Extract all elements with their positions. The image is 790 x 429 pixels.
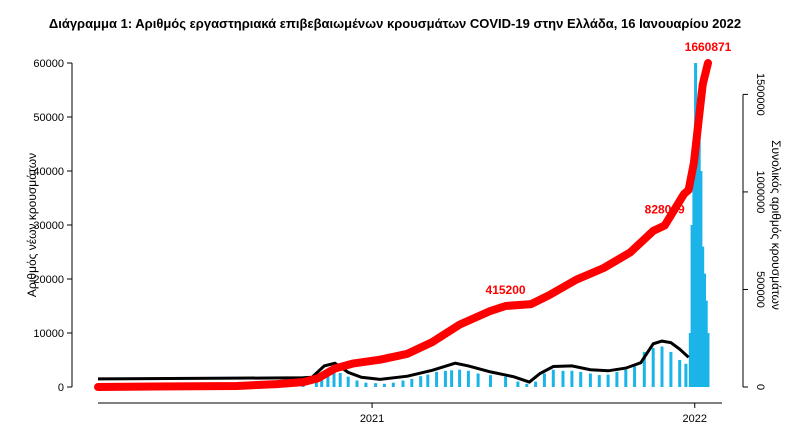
daily-cases-bar — [419, 376, 423, 387]
daily-cases-bar — [704, 300, 708, 387]
daily-cases-bar — [678, 360, 682, 387]
daily-cases-bar — [597, 375, 601, 387]
daily-cases-bar — [551, 369, 555, 387]
daily-cases-bar — [391, 382, 395, 387]
y-axis-label: Αριθμός νέων κρουσμάτων — [25, 153, 39, 297]
daily-cases-bar — [410, 378, 414, 387]
daily-cases-bar — [695, 117, 699, 387]
y-tick-label: 10000 — [33, 328, 64, 340]
daily-cases-bar — [401, 380, 405, 387]
daily-cases-bar — [606, 374, 610, 387]
daily-cases-bar — [642, 351, 646, 387]
daily-cases-bar — [458, 369, 462, 387]
y-tick-label: 30000 — [33, 220, 64, 232]
daily-cases-bar — [697, 133, 701, 387]
daily-cases-bar — [688, 333, 692, 387]
daily-cases-bars — [112, 63, 710, 387]
daily-cases-bar — [699, 171, 703, 387]
daily-cases-bar — [694, 63, 698, 387]
daily-cases-bar — [534, 381, 538, 387]
daily-cases-bar — [561, 370, 565, 387]
daily-cases-bar — [332, 369, 336, 387]
daily-cases-bar — [382, 383, 386, 387]
daily-cases-bar — [570, 370, 574, 387]
y2-tick-label: 1500000 — [754, 73, 766, 116]
daily-cases-bar — [476, 373, 480, 387]
daily-cases-bar — [443, 370, 447, 387]
y-tick-label: 20000 — [33, 274, 64, 286]
daily-cases-bar — [426, 374, 430, 387]
cumulative-value-label: 828009 — [645, 202, 685, 216]
daily-cases-bar — [374, 383, 378, 387]
daily-cases-bar — [504, 376, 508, 387]
daily-cases-bar — [450, 370, 454, 387]
cumulative-value-label: 1660871 — [685, 40, 732, 54]
y-tick-label: 0 — [58, 382, 64, 394]
y-tick-label: 40000 — [33, 166, 64, 178]
daily-cases-bar — [588, 373, 592, 387]
y2-axis-label: Συνολικός αριθμός κρουσμάτων — [769, 140, 783, 310]
daily-cases-bar — [701, 246, 705, 387]
daily-cases-bar — [489, 375, 492, 387]
daily-cases-bar — [651, 348, 655, 387]
annotations: 415200 828009 1660871 — [486, 40, 732, 297]
daily-cases-bar — [706, 333, 710, 387]
daily-cases-bar — [516, 381, 520, 387]
daily-cases-bar — [624, 369, 628, 387]
y-tick-label: 50000 — [33, 112, 64, 124]
cumulative-cases-path — [94, 59, 712, 391]
daily-cases-bar — [660, 346, 664, 387]
daily-cases-bar — [579, 371, 583, 387]
daily-cases-bar — [346, 376, 350, 387]
daily-cases-bar — [703, 273, 706, 387]
daily-cases-bar — [525, 383, 529, 387]
daily-cases-bar — [684, 363, 688, 387]
x-tick-label: 2022 — [682, 413, 706, 425]
y2-tick-label: 500000 — [754, 271, 766, 308]
daily-cases-bar — [669, 351, 673, 387]
daily-cases-bar — [692, 171, 696, 387]
cumulative-value-label: 415200 — [486, 283, 526, 297]
daily-cases-bar — [435, 371, 439, 387]
daily-cases-bar — [542, 373, 546, 387]
daily-cases-bar — [466, 370, 470, 387]
cumulative-cases-line — [94, 59, 712, 391]
daily-cases-bar — [338, 373, 342, 387]
y-tick-label: 60000 — [33, 58, 64, 70]
daily-cases-bar — [314, 380, 318, 387]
daily-cases-bar — [690, 225, 694, 387]
daily-cases-bar — [364, 382, 368, 387]
y2-tick-label: 1000000 — [754, 171, 766, 214]
daily-cases-bar — [355, 380, 359, 387]
daily-cases-bar — [633, 366, 637, 387]
axes: 0 10000 20000 30000 40000 50000 60000 0 500000 10… — [33, 58, 766, 425]
daily-cases-bar — [615, 371, 619, 387]
x-tick-label: 2021 — [360, 413, 384, 425]
daily-cases-bar — [326, 370, 330, 387]
y2-tick-label: 0 — [754, 384, 766, 390]
chart-title: Διάγραμμα 1: Αριθμός εργαστηριακά επιβεβ… — [48, 16, 742, 31]
